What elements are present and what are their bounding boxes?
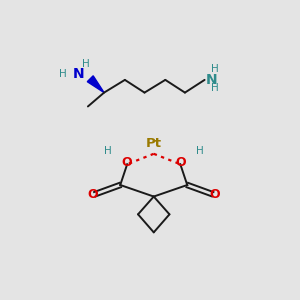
- Text: Pt: Pt: [146, 137, 162, 150]
- Text: O: O: [88, 188, 98, 201]
- Text: N: N: [73, 67, 85, 81]
- Text: H: H: [211, 83, 219, 93]
- Text: H: H: [58, 69, 66, 79]
- Text: O: O: [176, 156, 186, 169]
- Text: N: N: [206, 73, 217, 87]
- Text: O: O: [209, 188, 220, 201]
- Text: H: H: [104, 146, 111, 157]
- Text: H: H: [196, 146, 204, 157]
- Text: H: H: [211, 64, 219, 74]
- Polygon shape: [87, 76, 104, 93]
- Text: H: H: [82, 59, 89, 69]
- Text: O: O: [122, 156, 132, 169]
